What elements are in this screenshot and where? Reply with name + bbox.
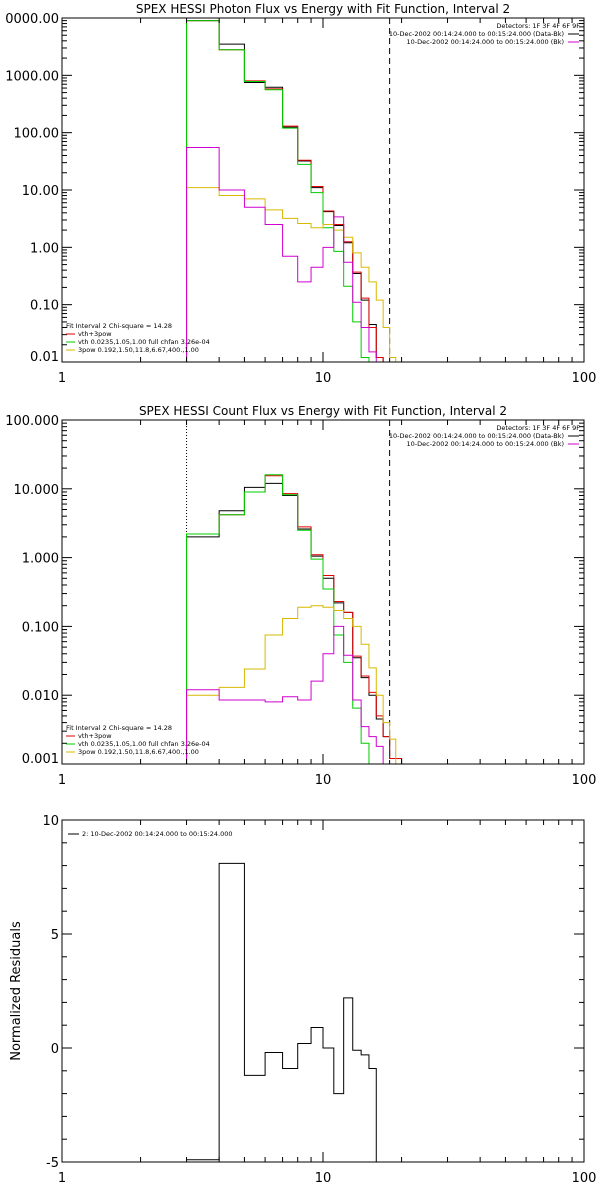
legend-entry-label: 10-Dec-2002 00:14:24.000 to 00:15:24.000… (407, 38, 565, 46)
legend-header: Fit Interval 2 Chi-square = 14.28 (66, 322, 172, 330)
y-tick-label: 10.00 (22, 184, 59, 199)
legend-entry-label: 10-Dec-2002 00:14:24.000 to 00:15:24.000… (389, 30, 564, 38)
series-bk (186, 147, 377, 362)
chart-title: SPEX HESSI Count Flux vs Energy with Fit… (139, 404, 507, 418)
legend-entry-label: 10-Dec-2002 00:14:24.000 to 00:15:24.000… (407, 440, 565, 448)
x-tick-label: 10 (315, 773, 332, 788)
chart-panel-1: SPEX HESSI Photon Flux vs Energy with Fi… (5, 2, 596, 386)
legend-bottom-left: Fit Interval 2 Chi-square = 14.28vth+3po… (66, 322, 210, 354)
chart-panel-2: SPEX HESSI Count Flux vs Energy with Fit… (5, 404, 596, 788)
chart-panel-3: 1 10 100 -5 0 5 10 Normalized Residuals 2: 10-De… (9, 814, 596, 1186)
series-vth (186, 474, 370, 764)
x-tick-label: 1 (58, 1171, 66, 1186)
y-tick-label: 100.00 (14, 127, 60, 142)
legend-top-left: 2: 10-Dec-2002 00:14:24.000 to 00:15:24.… (68, 830, 233, 838)
series-3pow (186, 187, 397, 362)
y-tick-label: 10 (42, 814, 59, 829)
plot-frame (61, 419, 585, 765)
plot-frame (61, 819, 585, 1163)
legend-bottom-left: Fit Interval 2 Chi-square = 14.28vth+3po… (66, 724, 210, 756)
x-tick-label: 10 (315, 371, 332, 386)
legend-entry-label: 3pow 0.192,1.50,11.8,6.67,400.,1.00 (78, 748, 199, 756)
x-tick-label: 100 (572, 371, 597, 386)
plot-area (186, 862, 390, 1162)
y-tick-label: 0.10 (30, 299, 59, 314)
legend-entry-label: vth 0.0235,1.05,1.00 full chfan 3.26e-04 (78, 740, 210, 748)
y-tick-label: 5 (51, 928, 59, 943)
series-3pow (186, 605, 397, 764)
y-tick-label: 10.000 (14, 483, 60, 498)
y-tick-label: -5 (46, 1156, 59, 1171)
y-tick-label: 0000.00 (5, 12, 59, 27)
y-tick-label: 0 (51, 1042, 59, 1057)
legend-entry-label: vth 0.0235,1.05,1.00 full chfan 3.26e-04 (78, 338, 210, 346)
legend-entry-label: 2: 10-Dec-2002 00:14:24.000 to 00:15:24.… (82, 830, 233, 838)
x-tick-label: 100 (572, 1171, 597, 1186)
legend-header: Fit Interval 2 Chi-square = 14.28 (66, 724, 172, 732)
legend-header: Detectors: 1F 3F 4F 6F 9F (496, 22, 580, 30)
chart-title: SPEX HESSI Photon Flux vs Energy with Fi… (136, 2, 510, 16)
legend-entry-label: vth+3pow (78, 732, 112, 740)
y-tick-label: 0.01 (30, 350, 59, 365)
y-tick-label: 1000.00 (5, 69, 59, 84)
legend-entry-label: 10-Dec-2002 00:14:24.000 to 00:15:24.000… (389, 432, 564, 440)
y-tick-label: 0.100 (22, 620, 59, 635)
y-axis-label: Normalized Residuals (9, 921, 24, 1061)
x-tick-label: 100 (572, 773, 597, 788)
y-tick-label: 1.00 (30, 241, 59, 256)
legend-header: Detectors: 1F 3F 4F 6F 9F (496, 424, 580, 432)
series-vth-3pow (186, 20, 384, 362)
y-tick-label: 0.001 (22, 752, 59, 767)
y-tick-label: 0.010 (22, 689, 59, 704)
plot-area (186, 18, 397, 362)
legend-entry-label: 3pow 0.192,1.50,11.8,6.67,400.,1.00 (78, 346, 199, 354)
x-tick-label: 1 (58, 371, 66, 386)
x-tick-label: 10 (315, 1171, 332, 1186)
series-residuals (186, 862, 390, 1162)
y-tick-label: 1.000 (22, 552, 59, 567)
plot-area (186, 420, 403, 764)
x-tick-label: 1 (58, 773, 66, 788)
y-tick-label: 100.000 (5, 414, 59, 429)
legend-entry-label: vth+3pow (78, 330, 112, 338)
series-bk (186, 625, 384, 764)
